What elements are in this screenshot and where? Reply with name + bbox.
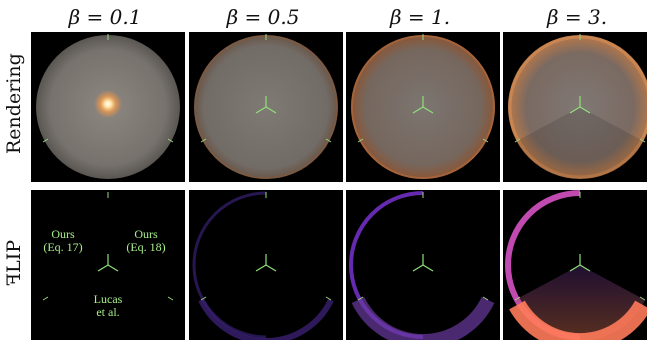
rendering-panel-beta-0.5 — [189, 32, 343, 182]
annotation-ours-eq18-line2: (Eq. 18) — [126, 240, 166, 254]
annotation-ours-eq17: Ours (Eq. 17) — [35, 228, 91, 254]
row-label-flip: ꟻLIP — [3, 239, 25, 287]
annotation-lucas-line2: et al. — [96, 305, 120, 319]
rendering-panel-beta-0.1 — [31, 32, 185, 182]
annotation-ours-eq17-line2: (Eq. 17) — [43, 240, 83, 254]
row-label-rendering: Rendering — [3, 53, 25, 154]
annotation-ours-eq17-line1: Ours — [51, 227, 75, 241]
rendering-panel-beta-1 — [346, 32, 500, 182]
annotation-lucas: Lucas et al. — [79, 293, 137, 319]
flip-panel-beta-1 — [346, 190, 500, 340]
annotation-ours-eq18: Ours (Eq. 18) — [117, 228, 175, 254]
annotation-lucas-line1: Lucas — [93, 292, 123, 306]
annotation-ours-eq18-line1: Ours — [134, 227, 158, 241]
flip-panel-beta-3 — [503, 190, 647, 340]
flip-panel-beta-0.5 — [189, 190, 343, 340]
column-header-beta-1: β = 1. — [389, 5, 451, 29]
column-header-beta-3: β = 3. — [546, 5, 608, 29]
rendering-panel-beta-3 — [503, 32, 647, 182]
flip-panel-beta-0.1: Ours (Eq. 17) Ours (Eq. 18) Lucas et al. — [31, 190, 185, 340]
column-header-beta-0.5: β = 0.5 — [226, 5, 300, 29]
column-header-beta-0.1: β = 0.1 — [68, 5, 142, 29]
